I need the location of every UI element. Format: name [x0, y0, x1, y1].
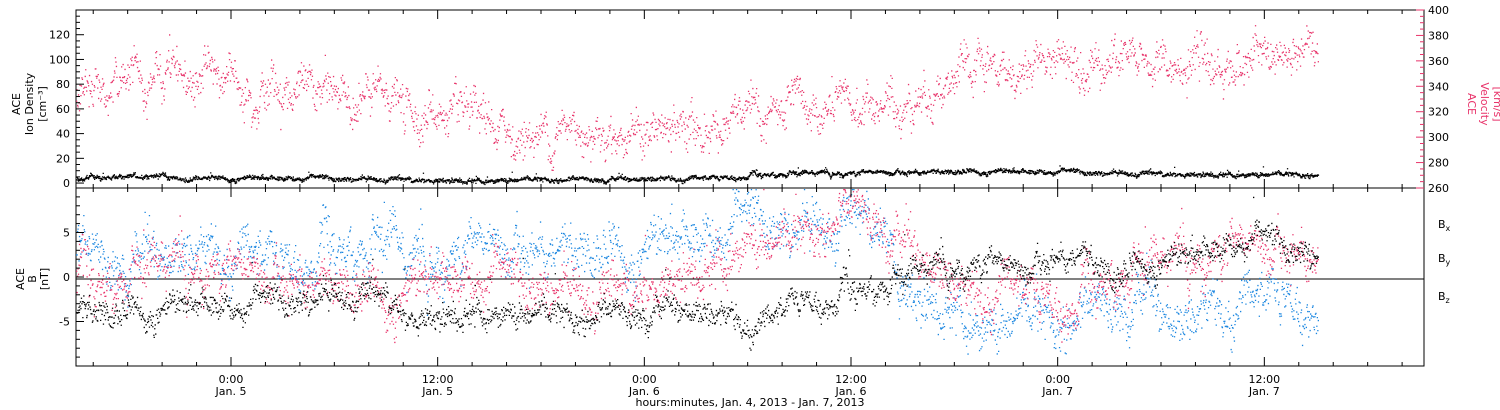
velocity-axis-title-3: [km/s]	[1491, 86, 1500, 121]
density-series	[76, 165, 1320, 186]
velocity-axis-title-2: Velocity	[1478, 82, 1491, 126]
legend-by: By	[1438, 252, 1451, 267]
density-series-points	[76, 165, 1320, 186]
x-tick-time-4: 0:00	[1045, 373, 1070, 386]
bfield-axis-title-1: ACE	[14, 268, 27, 290]
x-axis-title: hours:minutes, Jan. 4, 2013 - Jan. 7, 20…	[636, 396, 865, 409]
bfield-axis-title-3: [nT]	[38, 268, 51, 290]
density-tick-label-6: 120	[49, 29, 70, 42]
velocity-tick-label-0: 260	[1428, 182, 1449, 195]
x-tick-date-3: Jan. 6	[835, 385, 867, 398]
density-tick-label-1: 20	[56, 152, 70, 165]
by-series-points	[76, 189, 1319, 355]
x-tick-time-2: 0:00	[632, 373, 657, 386]
x-tick-date-2: Jan. 6	[628, 385, 660, 398]
velocity-tick-label-5: 360	[1428, 55, 1449, 68]
x-tick-time-1: 12:00	[422, 373, 454, 386]
density-axis-title-1: ACE	[10, 93, 23, 115]
density-axis-title-2: Ion Density	[23, 72, 36, 135]
velocity-tick-label-4: 340	[1428, 80, 1449, 93]
x-tick-date-0: Jan. 5	[215, 385, 247, 398]
x-tick-date-1: Jan. 5	[421, 385, 453, 398]
bfield-axis-title-2: B	[26, 275, 39, 283]
velocity-axis-title-1: ACE	[1465, 93, 1478, 115]
density-tick-label-0: 0	[63, 177, 70, 190]
density-tick-label-5: 100	[49, 53, 70, 66]
x-tick-date-5: Jan. 7	[1248, 385, 1280, 398]
velocity-tick-label-3: 320	[1428, 106, 1449, 119]
velocity-tick-label-2: 300	[1428, 131, 1449, 144]
velocity-tick-label-1: 280	[1428, 157, 1449, 170]
density-tick-label-2: 40	[56, 128, 70, 141]
x-tick-time-0: 0:00	[219, 373, 244, 386]
by-series	[76, 189, 1319, 355]
x-tick-time-5: 12:00	[1248, 373, 1280, 386]
velocity-tick-label-6: 380	[1428, 29, 1449, 42]
bfield-tick-label-0: -5	[59, 316, 70, 329]
x-tick-time-3: 12:00	[835, 373, 867, 386]
legend-bx: Bx	[1438, 218, 1451, 233]
x-tick-date-4: Jan. 7	[1041, 385, 1073, 398]
bfield-tick-label-2: 5	[63, 227, 70, 240]
bfield-tick-label-1: 0	[63, 271, 70, 284]
velocity-tick-label-7: 400	[1428, 4, 1449, 17]
density-axis-title-3: [cm⁻³]	[36, 86, 49, 122]
legend-bz: Bz	[1438, 290, 1450, 305]
density-tick-label-4: 80	[56, 78, 70, 91]
density-tick-label-3: 60	[56, 103, 70, 116]
